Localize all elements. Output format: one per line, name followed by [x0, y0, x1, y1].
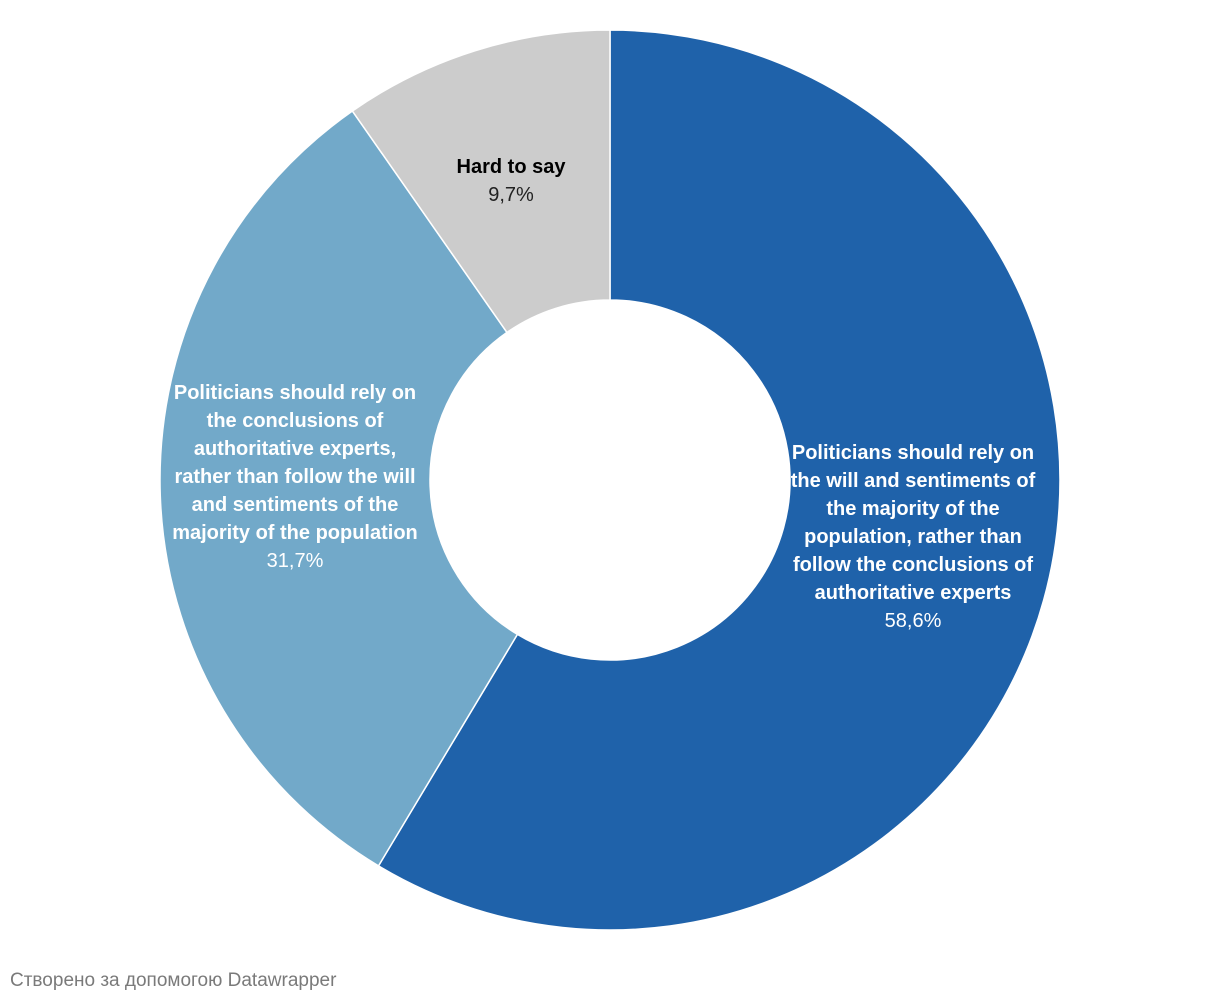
donut-slice-1[interactable]	[377, 29, 1061, 931]
datawrapper-credit[interactable]: Створено за допомогою Datawrapper	[10, 970, 337, 991]
donut-chart: Politicians should rely on the will and s…	[159, 29, 1061, 931]
slice-label-2: Politicians should rely on the conclusion…	[172, 382, 418, 544]
slice-label-3: Hard to say	[457, 156, 567, 178]
donut-labels: Politicians should rely on the will and s…	[172, 156, 1035, 632]
slice-value-2: 31,7%	[267, 550, 324, 572]
donut-slice-3[interactable]	[351, 29, 611, 334]
slice-value-1: 58,6%	[885, 610, 942, 632]
slice-value-3: 9,7%	[488, 184, 534, 206]
donut-slices	[159, 29, 1061, 931]
donut-slice-2[interactable]	[159, 109, 519, 867]
slice-label-1: Politicians should rely on the will and s…	[791, 442, 1036, 604]
